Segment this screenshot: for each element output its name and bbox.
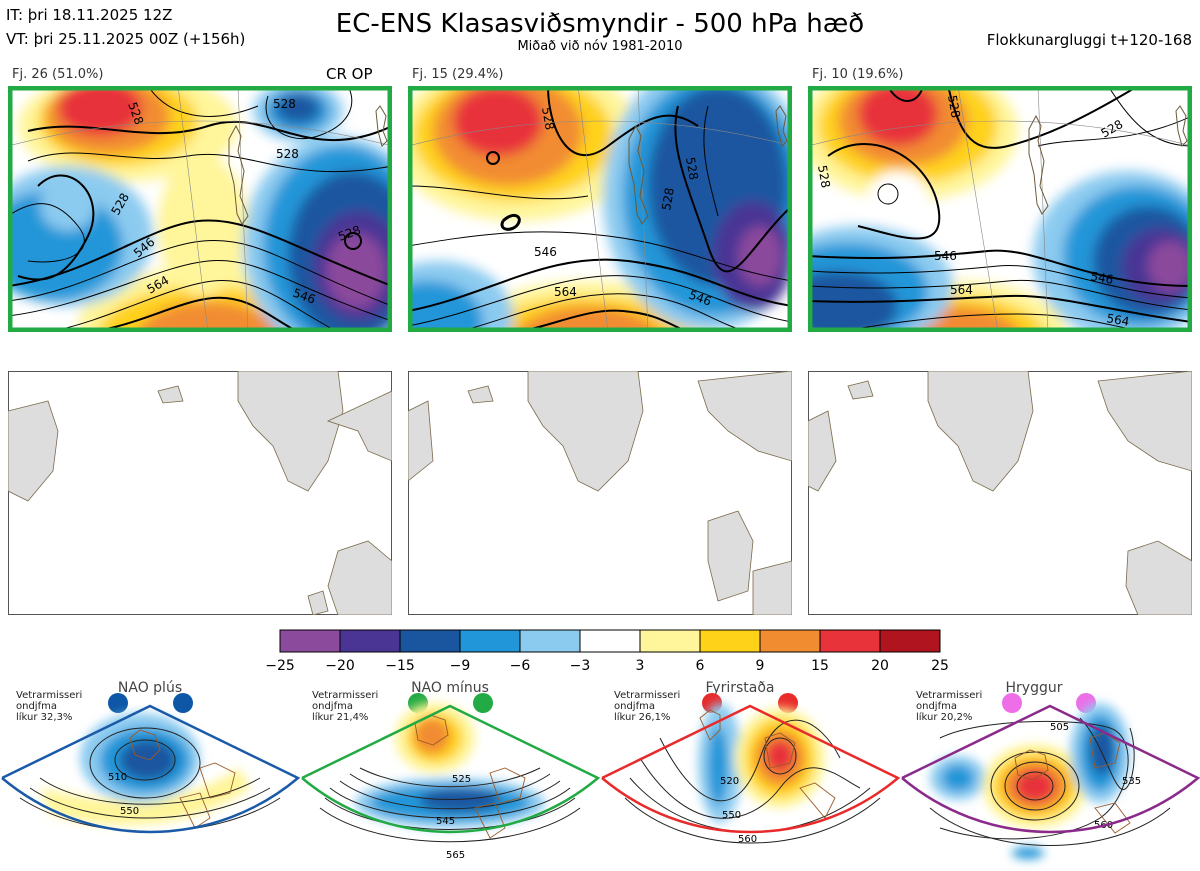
pattern-title: NAO mínus — [411, 680, 489, 696]
pattern-info: ondjfma — [916, 701, 957, 712]
contour-label: 550 — [722, 810, 741, 821]
contour-label: 510 — [108, 772, 127, 783]
colorbar-segment — [339, 629, 401, 653]
colorbar-tick-label: 20 — [871, 658, 889, 674]
contour-label: 560 — [738, 834, 757, 845]
contour-label: 565 — [446, 850, 465, 861]
pattern-info: Vetrarmisseri — [16, 690, 82, 701]
pattern-info: líkur 32,3% — [16, 711, 72, 723]
pattern-info: ondjfma — [16, 701, 57, 712]
contour-label: 564 — [950, 283, 973, 297]
contour-label: 564 — [554, 285, 577, 299]
contour-label: 528 — [276, 147, 299, 161]
colorbar-tick-label: −3 — [570, 658, 591, 674]
contour-label: 528 — [539, 106, 557, 131]
colorbar-segment — [819, 629, 881, 653]
colorbar-tick-label: 3 — [636, 658, 645, 674]
pattern-frame — [1, 704, 301, 834]
colorbar-tick-label: 6 — [696, 658, 705, 674]
contour-label: 505 — [1050, 722, 1069, 733]
colorbar-tick-label: −20 — [325, 658, 355, 674]
contour-label: 528 — [945, 94, 963, 119]
contour-label: 546 — [934, 249, 957, 263]
pattern-frame — [901, 704, 1200, 834]
contour-label: 528 — [659, 187, 677, 212]
pattern-info: líkur 26,1% — [614, 711, 670, 723]
reference-patterns: NAO plús Vetrarmisseri ondjfma líkur 32,… — [1, 680, 1200, 861]
pattern-dot — [778, 693, 798, 713]
colorbar: −25 −20 −15 −9 −6 −3 3 6 9 15 20 25 — [265, 629, 949, 674]
cluster-2-map: 528 546 564 546 528 528 — [408, 86, 792, 332]
cluster-3-frame — [808, 86, 1192, 332]
pattern-info: Vetrarmisseri — [614, 690, 680, 701]
pattern-title: Fyrirstaða — [706, 680, 775, 696]
colorbar-segment — [399, 629, 461, 653]
cluster-2-label: Fj. 15 (29.4%) — [412, 67, 504, 82]
pattern-frame — [301, 704, 601, 834]
pattern-title: NAO plús — [118, 680, 182, 696]
contour-label: 564 — [1105, 311, 1130, 329]
colorbar-tick-label: −15 — [385, 658, 415, 674]
colorbar-segment — [879, 629, 941, 653]
colorbar-segment — [699, 629, 761, 653]
empty-map-2 — [408, 371, 792, 615]
cluster-1-map: 528 528 528 528 546 564 546 528 — [8, 86, 392, 332]
pattern-info: ondjfma — [614, 701, 655, 712]
colorbar-segment — [639, 629, 701, 653]
valid-time: VT: þri 25.11.2025 00Z (+156h) — [6, 30, 246, 48]
contour-label: 528 — [683, 156, 701, 181]
pattern-info: ondjfma — [312, 701, 353, 712]
pattern-dot — [1002, 693, 1022, 713]
cluster-1-frame — [8, 86, 392, 332]
contour-label: 525 — [452, 774, 471, 785]
colorbar-segment — [579, 629, 641, 653]
cluster-1-label: Fj. 26 (51.0%) — [12, 67, 104, 82]
contour-label: 546 — [1089, 269, 1114, 287]
pattern-info: líkur 20,2% — [916, 711, 972, 723]
contour-label: 546 — [534, 245, 557, 259]
colorbar-segment — [459, 629, 521, 653]
pattern-ridge: Hryggur Vetrarmisseri ondjfma líkur 20,2… — [901, 680, 1200, 859]
cluster-3-map: 528 528 528 546 564 546 564 — [808, 86, 1192, 332]
pattern-frame — [601, 704, 901, 834]
colorbar-tick-label: −25 — [265, 658, 295, 674]
pattern-nao-minus: NAO mínus Vetrarmisseri ondjfma líkur 21… — [301, 680, 601, 861]
contour-label: 545 — [436, 816, 455, 827]
contour-label: 528 — [273, 97, 296, 111]
colorbar-segment — [279, 629, 341, 653]
init-time: IT: þri 18.11.2025 12Z — [6, 6, 173, 24]
colorbar-tick-label: 25 — [931, 658, 949, 674]
pattern-info: Vetrarmisseri — [916, 690, 982, 701]
colorbar-tick-label: −6 — [510, 658, 531, 674]
pattern-blocking: Fyrirstaða Vetrarmisseri ondjfma líkur 2… — [601, 680, 901, 845]
empty-map-1 — [8, 371, 392, 615]
colorbar-tick-label: −9 — [450, 658, 471, 674]
contour-label: 535 — [1122, 776, 1141, 787]
page-title: EC-ENS Klasasviðsmyndir - 500 hPa hæð — [335, 9, 865, 39]
pattern-dot — [173, 693, 193, 713]
cluster-2-frame — [408, 86, 792, 332]
contour-label: 520 — [720, 776, 739, 787]
pattern-nao-plus: NAO plús Vetrarmisseri ondjfma líkur 32,… — [1, 680, 301, 834]
pattern-info: líkur 21,4% — [312, 711, 368, 723]
pattern-dot — [108, 693, 128, 713]
page-subtitle: Miðað við nóv 1981-2010 — [517, 39, 683, 54]
contour-label: 550 — [120, 806, 139, 817]
classification-window: Flokkunargluggi t+120-168 — [986, 31, 1192, 49]
contour-label: 528 — [815, 164, 833, 189]
empty-map-3 — [808, 371, 1192, 615]
pattern-dot — [473, 693, 493, 713]
colorbar-segment — [759, 629, 821, 653]
pattern-title: Hryggur — [1006, 680, 1063, 696]
colorbar-tick-label: 15 — [811, 658, 829, 674]
cluster-3-label: Fj. 10 (19.6%) — [812, 67, 904, 82]
colorbar-segment — [519, 629, 581, 653]
colorbar-tick-label: 9 — [756, 658, 765, 674]
cluster-1-tag: CR OP — [326, 65, 373, 83]
pattern-info: Vetrarmisseri — [312, 690, 378, 701]
